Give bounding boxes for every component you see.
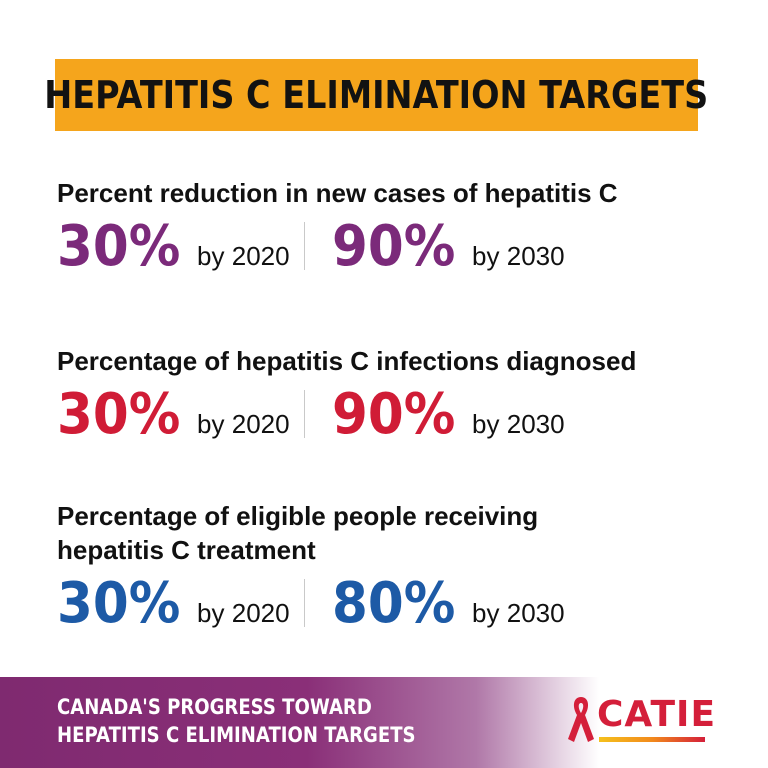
- stat-value: 80%: [332, 571, 456, 636]
- logo-text: CATIE: [597, 694, 717, 735]
- stat-2030: 80% by 2030: [332, 573, 565, 635]
- stat-value: 90%: [332, 382, 456, 447]
- stat-2020: 30% by 2020: [57, 216, 290, 278]
- footer-banner: [0, 677, 768, 768]
- section-title-line: hepatitis C treatment: [57, 535, 316, 565]
- divider: [304, 222, 305, 270]
- target-section-treatment: Percentage of eligible people receiving …: [57, 499, 717, 635]
- section-title-line: Percentage of hepatitis C infections dia…: [57, 346, 637, 376]
- stat-label: by 2020: [197, 598, 290, 628]
- red-ribbon-icon: [568, 697, 594, 742]
- footer-text: CANADA'S PROGRESS TOWARD HEPATITIS C ELI…: [57, 693, 416, 749]
- stats-row: 30% by 2020 90% by 2030: [57, 216, 717, 278]
- stats-row: 30% by 2020 90% by 2030: [57, 384, 717, 446]
- divider: [304, 390, 305, 438]
- stats-row: 30% by 2020 80% by 2030: [57, 573, 717, 635]
- section-title: Percentage of eligible people receiving …: [57, 499, 717, 567]
- catie-logo: CATIE: [565, 693, 715, 747]
- stat-label: by 2020: [197, 409, 290, 439]
- page-title: HEPATITIS C ELIMINATION TARGETS: [44, 73, 709, 117]
- stat-2030: 90% by 2030: [332, 216, 565, 278]
- stat-2020: 30% by 2020: [57, 573, 290, 635]
- section-title: Percent reduction in new cases of hepati…: [57, 176, 717, 210]
- stat-value: 30%: [57, 382, 181, 447]
- stat-2020: 30% by 2020: [57, 384, 290, 446]
- stat-value: 30%: [57, 571, 181, 636]
- stat-value: 30%: [57, 214, 181, 279]
- stat-label: by 2020: [197, 241, 290, 271]
- section-title: Percentage of hepatitis C infections dia…: [57, 344, 717, 378]
- title-banner: HEPATITIS C ELIMINATION TARGETS: [45, 59, 708, 131]
- stat-2030: 90% by 2030: [332, 384, 565, 446]
- target-section-new-cases: Percent reduction in new cases of hepati…: [57, 176, 717, 278]
- stat-label: by 2030: [472, 241, 565, 271]
- divider: [304, 579, 305, 627]
- footer-line: HEPATITIS C ELIMINATION TARGETS: [57, 723, 416, 747]
- section-title-line: Percent reduction in new cases of hepati…: [57, 178, 618, 208]
- logo-underline: [599, 737, 705, 742]
- stat-value: 90%: [332, 214, 456, 279]
- stat-label: by 2030: [472, 409, 565, 439]
- target-section-diagnosed: Percentage of hepatitis C infections dia…: [57, 344, 717, 446]
- stat-label: by 2030: [472, 598, 565, 628]
- section-title-line: Percentage of eligible people receiving: [57, 501, 539, 531]
- footer-line: CANADA'S PROGRESS TOWARD: [57, 695, 372, 719]
